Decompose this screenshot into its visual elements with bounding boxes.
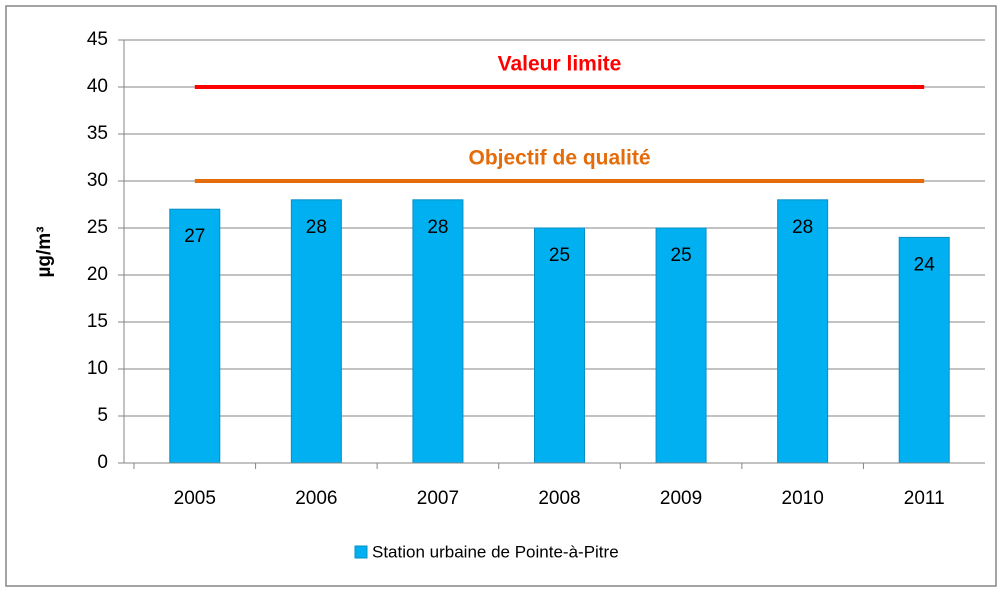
x-tick-label: 2005 xyxy=(174,488,216,509)
x-tick-label: 2011 xyxy=(904,488,945,509)
data-label: 28 xyxy=(792,217,813,238)
reference-label: Valeur limite xyxy=(498,53,622,76)
reference-label: Objectif de qualité xyxy=(468,147,650,170)
x-tick-label: 2006 xyxy=(295,488,337,509)
x-tick-label: 2010 xyxy=(782,488,824,509)
y-tick-label: 25 xyxy=(87,217,108,238)
bar xyxy=(777,199,829,464)
y-tick-label: 30 xyxy=(87,170,108,191)
y-tick-label: 45 xyxy=(87,29,108,50)
x-tick-label: 2009 xyxy=(660,488,702,509)
bar xyxy=(534,227,585,464)
bar xyxy=(898,236,950,464)
y-tick-label: 0 xyxy=(97,452,108,473)
y-tick-label: 35 xyxy=(87,123,108,144)
data-label: 28 xyxy=(427,217,448,238)
data-label: 24 xyxy=(914,254,936,275)
legend-label: Station urbaine de Pointe-à-Pitre xyxy=(372,542,619,561)
y-axis-label: µg/m³ xyxy=(34,226,55,277)
chart-border xyxy=(5,5,997,587)
bar xyxy=(290,199,342,464)
y-tick-label: 5 xyxy=(97,405,108,426)
bar xyxy=(169,208,221,464)
data-label: 25 xyxy=(549,245,570,266)
y-tick-label: 15 xyxy=(87,311,108,332)
data-label: 25 xyxy=(671,245,692,266)
x-tick-label: 2008 xyxy=(538,488,580,509)
y-tick-label: 20 xyxy=(87,264,108,285)
bar xyxy=(412,199,464,464)
y-tick-label: 10 xyxy=(87,358,108,379)
x-tick-label: 2007 xyxy=(417,488,459,509)
bar xyxy=(655,227,707,464)
data-label: 28 xyxy=(306,217,327,238)
legend-swatch xyxy=(354,545,368,559)
y-tick-label: 40 xyxy=(87,76,108,97)
data-label: 27 xyxy=(184,226,205,247)
